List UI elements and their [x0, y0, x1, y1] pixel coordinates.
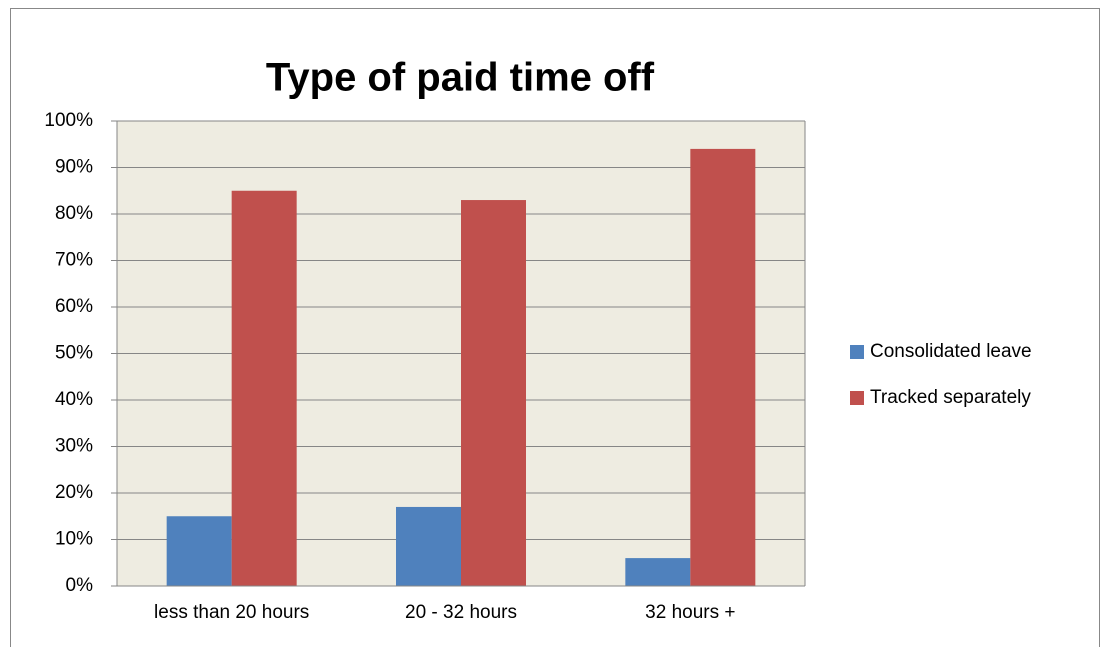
y-tick-label: 10%: [55, 529, 93, 550]
y-tick-label: 70%: [55, 250, 93, 271]
y-tick-label: 40%: [55, 389, 93, 410]
y-tick-label: 50%: [55, 343, 93, 364]
y-tick-label: 30%: [55, 436, 93, 457]
legend-swatch: [850, 345, 864, 359]
y-tick-label: 90%: [55, 157, 93, 178]
bar: [690, 148, 756, 586]
bar: [231, 190, 297, 586]
bar: [166, 516, 232, 586]
x-tick-label: less than 20 hours: [154, 602, 309, 623]
y-tick-label: 60%: [55, 296, 93, 317]
legend-swatch: [850, 391, 864, 405]
y-tick-label: 20%: [55, 482, 93, 503]
x-tick-label: 20 - 32 hours: [405, 602, 517, 623]
y-tick-label: 100%: [44, 110, 93, 131]
legend-label: Tracked separately: [870, 387, 1031, 408]
legend-label: Consolidated leave: [870, 341, 1032, 362]
x-tick-label: 32 hours +: [645, 602, 735, 623]
y-tick-label: 80%: [55, 203, 93, 224]
bar: [396, 506, 461, 586]
bar: [461, 200, 526, 587]
y-tick-label: 0%: [66, 575, 94, 596]
bar: [625, 558, 691, 586]
chart-title: Type of paid time off: [266, 56, 655, 100]
